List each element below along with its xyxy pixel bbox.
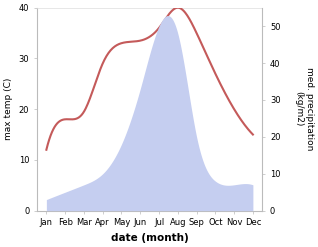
Y-axis label: med. precipitation
(kg/m2): med. precipitation (kg/m2) [294, 67, 314, 151]
X-axis label: date (month): date (month) [111, 233, 189, 243]
Y-axis label: max temp (C): max temp (C) [4, 78, 13, 140]
